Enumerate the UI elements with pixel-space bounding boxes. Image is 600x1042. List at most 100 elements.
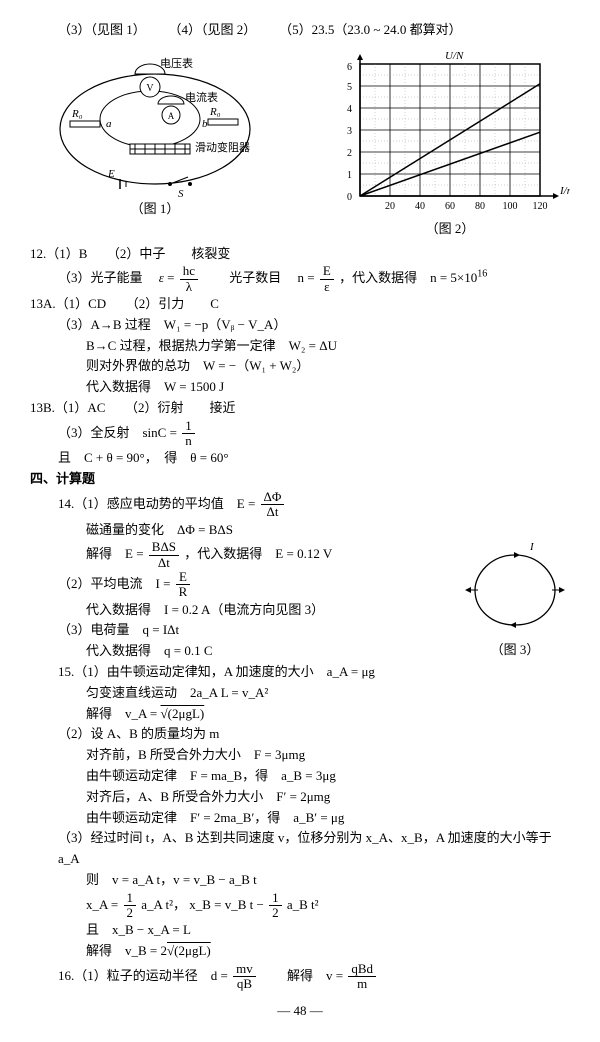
t: 解得 v_A = [86,706,161,721]
svg-text:S: S [178,188,184,199]
l: （2）设 A、B 的质量均为 m [58,724,570,745]
svg-text:电流表: 电流表 [185,90,218,104]
svg-text:40: 40 [415,201,425,212]
t: （3）光子能量 [58,270,156,285]
l: 由牛顿运动定律 F = ma_B，得 a_B = 3μg [86,766,570,787]
l: 13B.（1）AC （2）衍射 接近 [30,398,570,419]
svg-text:b: b [202,118,208,130]
t: x_A = [86,896,122,911]
svg-text:U/N: U/N [445,50,464,62]
svg-text:0: 0 [347,192,352,203]
l: 代入数据得 I = 0.2 A（电流方向见图 3） [86,600,440,621]
q12-l2: （3）光子能量 ε = hcλ 光子数目 n = Eε ，代入数据得 n = 5… [58,264,570,294]
svg-text:R₀: R₀ [71,108,83,120]
t: ，代入数据得 E = 0.12 V [184,546,332,561]
t: （3）全反射 sinC = [58,425,180,440]
t: 解得 E = [86,546,147,561]
ans3: （3）（见图 1） [58,22,139,37]
svg-text:a: a [106,118,112,130]
frac: BΔSΔt [149,540,179,570]
q14-text: 14.（1）感应电动势的平均值 E = ΔΦΔt 磁通量的变化 ΔΦ = BΔS… [30,490,440,662]
svg-text:4: 4 [347,104,352,115]
figure-1: V 电压表 A 电流表 R₀ a R₀ b 滑动变阻器 [50,49,260,240]
t: 14.（1）感应电动势的平均值 E = [58,496,259,511]
svg-text:100: 100 [503,201,518,212]
l: 14.（1）感应电动势的平均值 E = ΔΦΔt [58,490,440,520]
loop-diagram: I [460,540,570,640]
t: 解得 v = [261,968,346,983]
l: 且 x_B − x_A = L [86,920,570,941]
l: 代入数据得 W = 1500 J [86,377,570,398]
q16: 16.（1）粒子的运动半径 d = mvqB 解得 v = qBdm [58,962,570,992]
frac: 12 [269,891,282,921]
l: 磁通量的变化 ΔΦ = BΔS [86,520,440,541]
l: 对齐前，B 所受合外力大小 F = 3μmg [86,745,570,766]
l: 对齐后，A、B 所受合外力大小 F′ = 2μmg [86,787,570,808]
l: B→C 过程，根据热力学第一定律 W₂ = ΔU [86,336,570,357]
t: a_A t²， x_B = v_B t − [141,896,267,911]
q12-l1: 12.（1）B （2）中子 核裂变 [30,244,570,265]
t: a_B t² [287,896,319,911]
svg-text:60: 60 [445,201,455,212]
q12: 12.（1）B （2）中子 核裂变 （3）光子能量 ε = hcλ 光子数目 n… [30,244,570,294]
fig1-caption: （图 1） [50,199,260,220]
frac: Eε [320,264,334,294]
l: （3）全反射 sinC = 1n [58,419,570,449]
circuit-diagram: V 电压表 A 电流表 R₀ a R₀ b 滑动变阻器 [50,49,260,199]
l: （3）经过时间 t，A、B 达到共同速度 v，位移分别为 x_A、x_B，A 加… [58,828,570,870]
sqrt: √(2μgL) [167,943,211,958]
l: 且 C + θ = 90°， 得 θ = 60° [58,448,570,469]
svg-text:R₀: R₀ [209,106,221,118]
page-number: — 48 — [30,1001,570,1022]
svg-text:6: 6 [347,62,352,73]
l: 解得 v_B = 2√(2μgL) [86,941,570,962]
svg-text:A: A [168,111,175,121]
svg-text:80: 80 [475,201,485,212]
l: （2）平均电流 I = ER [58,570,440,600]
svg-text:E: E [107,168,115,180]
frac: hcλ [180,264,198,294]
q13A: 13A.（1）CD （2）引力 C （3）A→B 过程 W₁ = −p（Vᵦ −… [30,294,570,398]
svg-text:V: V [146,83,154,94]
l: 由牛顿运动定律 F′ = 2ma_B′，得 a_B′ = μg [86,808,570,829]
l: 13A.（1）CD （2）引力 C [30,294,570,315]
top-answers: （3）（见图 1） （4）（见图 2） （5）23.5（23.0 ~ 24.0 … [58,20,570,41]
l: x_A = 12 a_A t²， x_B = v_B t − 12 a_B t² [86,891,570,921]
l: 代入数据得 q = 0.1 C [86,641,440,662]
svg-text:3: 3 [347,126,352,137]
l: 解得 v_A = √(2μgL) [86,704,570,725]
t: 16.（1）粒子的运动半径 d = [58,968,231,983]
frac: ER [176,570,191,600]
n: n = [298,270,318,285]
l: 则对外界做的总功 W = −（W₁ + W₂） [86,356,570,377]
fig2-caption: （图 2） [330,219,570,240]
t: 解得 v_B = 2 [86,943,167,958]
section-4-header: 四、计算题 [30,469,570,490]
eq: = [167,270,178,285]
frac: qBdm [348,962,376,992]
ans5: （5）23.5（23.0 ~ 24.0 都算对） [279,22,462,37]
q15: 15.（1）由牛顿运动定律知，A 加速度的大小 a_A = μg 匀变速直线运动… [30,662,570,962]
svg-text:I: I [529,541,535,553]
l: （3）电荷量 q = IΔt [58,620,440,641]
svg-text:5: 5 [347,82,352,93]
l: 解得 E = BΔSΔt ，代入数据得 E = 0.12 V [86,540,440,570]
svg-text:1: 1 [347,170,352,181]
frac: 1n [182,419,195,449]
svg-text:120: 120 [533,201,548,212]
svg-text:2: 2 [347,148,352,159]
q13B: 13B.（1）AC （2）衍射 接近 （3）全反射 sinC = 1n 且 C … [30,398,570,469]
fig3-caption: （图 3） [460,640,570,661]
t: 光子数目 [203,270,294,285]
l: 则 v = a_A t，v = v_B − a_B t [86,870,570,891]
t: ，代入数据得 n = 5×10 [339,270,477,285]
l: 匀变速直线运动 2a_A L = v_A² [86,683,570,704]
frac: 12 [124,891,137,921]
svg-text:滑动变阻器: 滑动变阻器 [195,140,250,154]
figure-3: I （图 3） [460,540,570,662]
ans4: （4）（见图 2） [169,22,250,37]
svg-text:20: 20 [385,201,395,212]
l: 15.（1）由牛顿运动定律知，A 加速度的大小 a_A = μg [58,662,570,683]
figure-2: U/N 0 1 2 3 4 5 [330,49,570,240]
t: （2）平均电流 I = [58,576,174,591]
